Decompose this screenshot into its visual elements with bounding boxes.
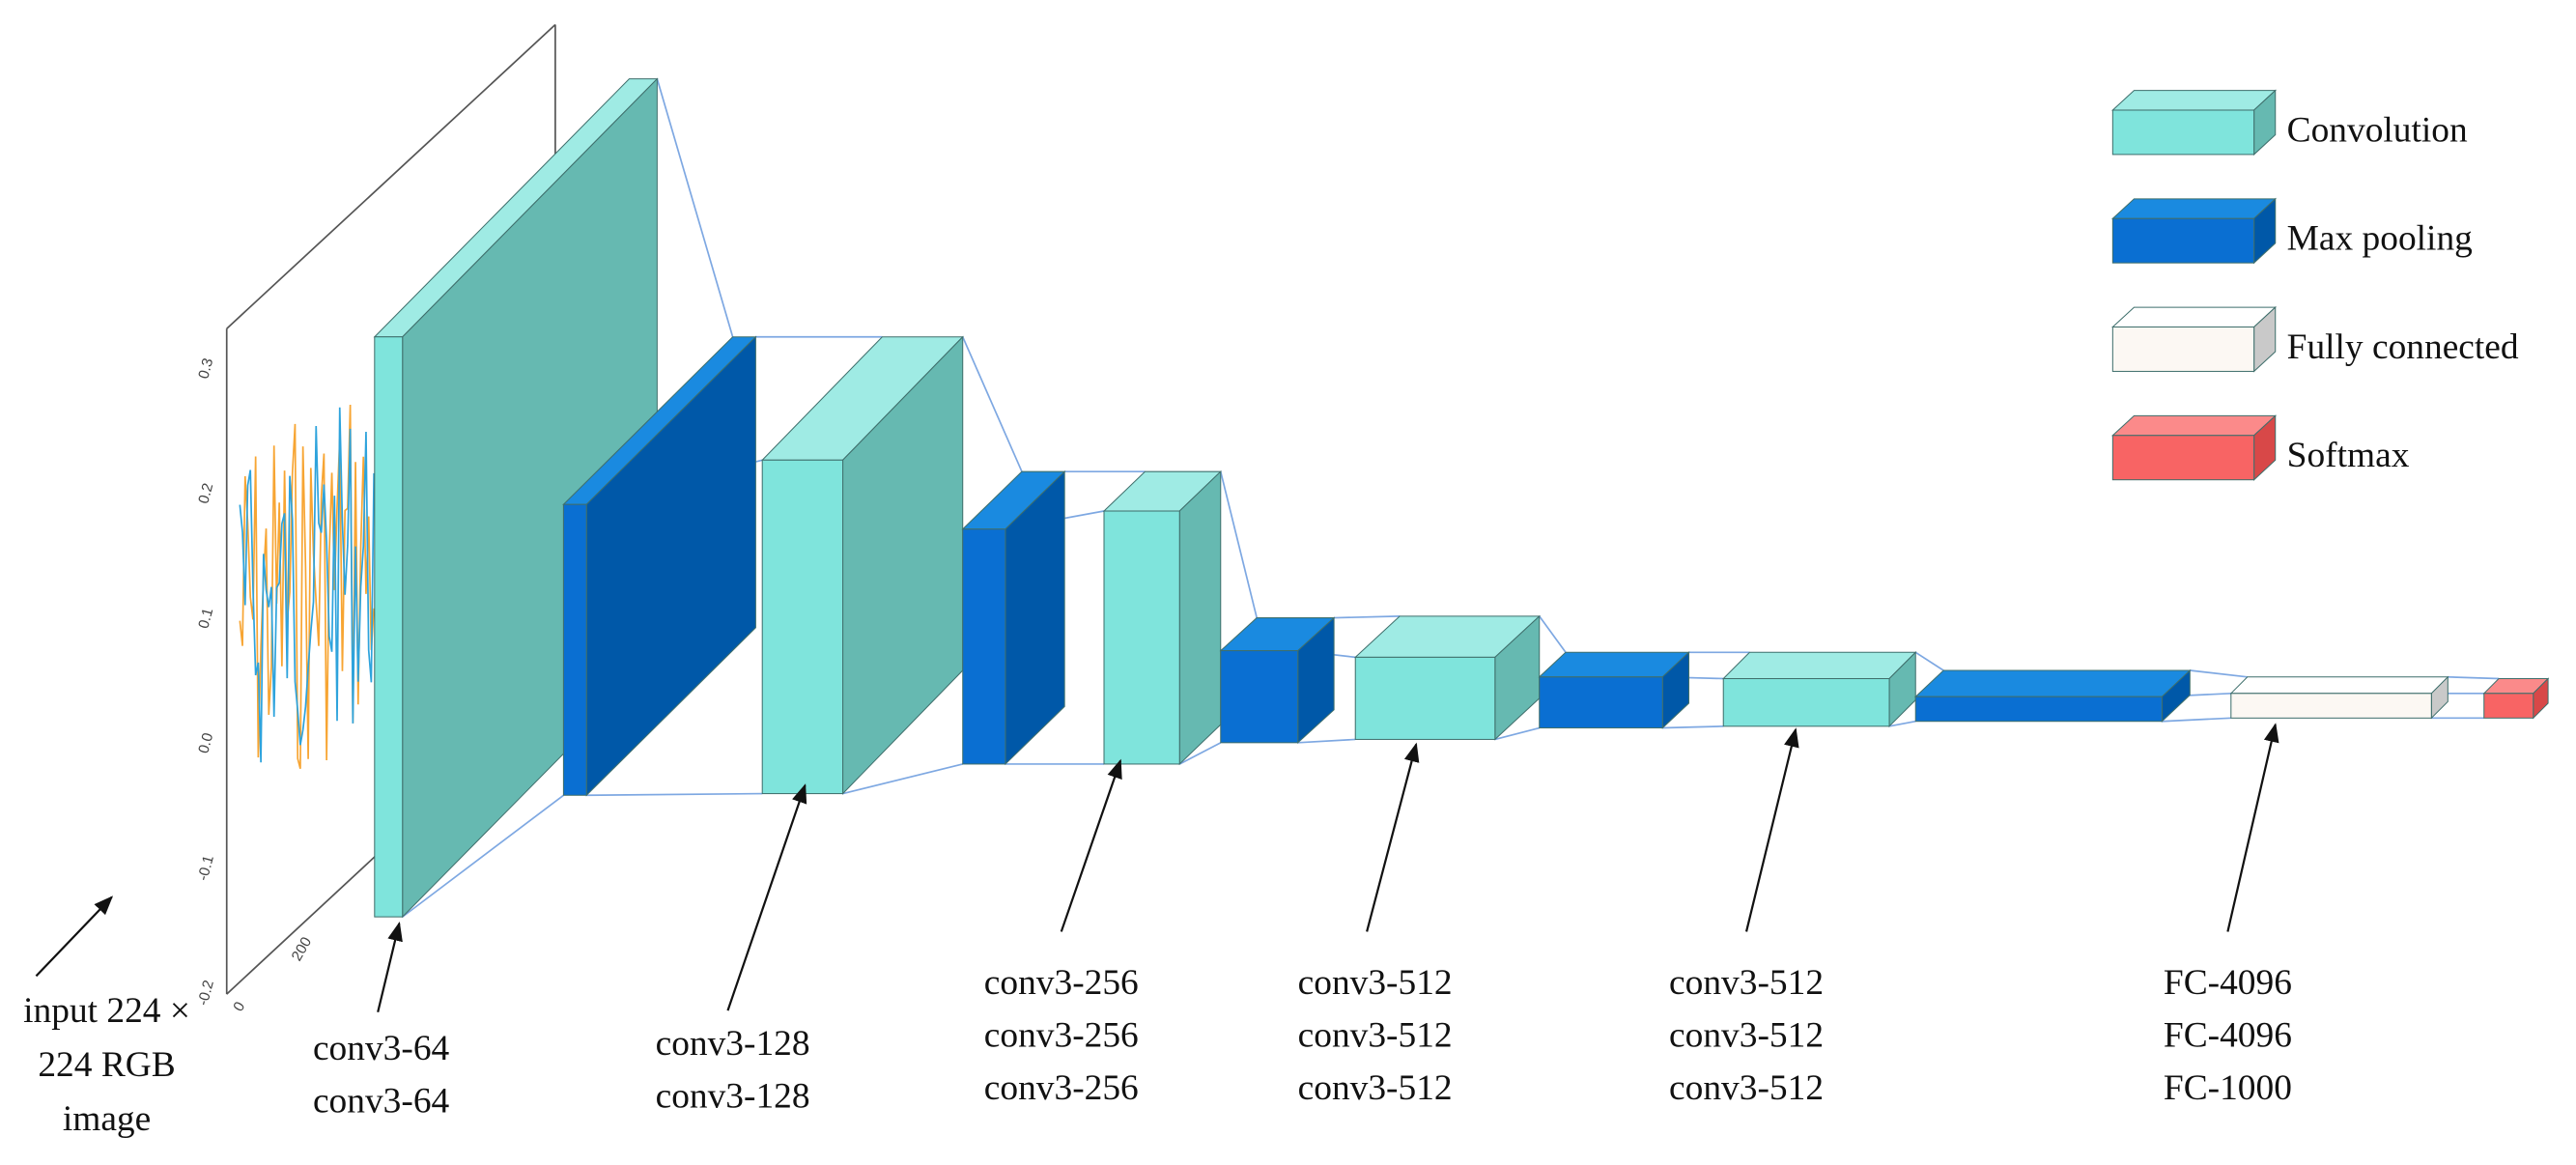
input-label: input 224 × xyxy=(23,991,190,1031)
box-front xyxy=(2111,109,2255,156)
signal-trace xyxy=(239,407,375,763)
layer-block xyxy=(1538,651,1690,729)
plot-frame xyxy=(226,23,556,329)
box-front xyxy=(1354,656,1496,740)
box-front xyxy=(1914,696,2163,723)
box-top xyxy=(2111,198,2278,219)
connection-line xyxy=(1494,726,1540,741)
layer-block xyxy=(2229,675,2449,720)
connection-line xyxy=(1297,738,1356,744)
box-front xyxy=(2111,217,2255,264)
pointer-arrow xyxy=(1060,758,1122,932)
box-front xyxy=(962,528,1006,765)
layer-block xyxy=(761,335,964,795)
layer-label: conv3-128 xyxy=(656,1076,810,1116)
connection-line xyxy=(1178,742,1222,765)
layer-block xyxy=(961,469,1066,766)
plot-y-tick: 0.2 xyxy=(195,481,216,505)
layer-label: conv3-256 xyxy=(984,1068,1139,1108)
box-front xyxy=(761,459,844,795)
plot-frame xyxy=(226,845,387,995)
connection-line xyxy=(2190,669,2248,678)
layer-block xyxy=(562,335,757,797)
layer-block xyxy=(2482,677,2550,720)
pointer-arrow xyxy=(1366,742,1420,932)
layer-label: conv3-512 xyxy=(1298,1068,1453,1108)
box-front xyxy=(374,336,404,918)
box-top xyxy=(2111,90,2278,111)
box-side xyxy=(1178,469,1222,766)
layer-label: conv3-256 xyxy=(984,963,1139,1003)
box-front xyxy=(1722,677,1890,727)
legend-swatch xyxy=(2111,305,2278,373)
layer-label: conv3-512 xyxy=(1298,963,1453,1003)
box-top xyxy=(2111,306,2278,328)
layer-label: conv3-512 xyxy=(1669,1016,1824,1056)
box-front xyxy=(2230,693,2432,719)
layer-label: conv3-128 xyxy=(656,1024,810,1064)
connection-line xyxy=(1888,720,1916,727)
connection-line xyxy=(1914,651,1944,671)
box-front xyxy=(2483,693,2534,719)
box-top xyxy=(1913,669,2192,697)
layer-label: FC-1000 xyxy=(2164,1068,2292,1108)
legend-swatch xyxy=(2111,89,2278,156)
connection-line xyxy=(961,336,1023,472)
pointer-arrow xyxy=(35,895,114,978)
box-front xyxy=(1220,650,1299,744)
plot-y-tick: -0.1 xyxy=(195,854,217,883)
connection-line xyxy=(586,792,763,797)
connection-line xyxy=(1662,725,1724,729)
layer-block xyxy=(1219,616,1336,744)
layer-label: conv3-256 xyxy=(984,1016,1139,1056)
layer-label: conv3-512 xyxy=(1669,1068,1824,1108)
plot-y-tick: 0.0 xyxy=(195,731,216,755)
box-front xyxy=(2111,435,2255,481)
box-top xyxy=(2229,676,2449,695)
box-front xyxy=(1539,676,1663,729)
layer-block xyxy=(1102,469,1223,766)
input-label: image xyxy=(63,1099,151,1139)
layer-block xyxy=(1722,651,1917,728)
box-top xyxy=(2111,414,2278,437)
legend-label: Fully connected xyxy=(2287,327,2519,367)
connection-line xyxy=(1539,615,1567,653)
layer-label: conv3-64 xyxy=(313,1029,450,1068)
layer-label: conv3-512 xyxy=(1298,1016,1453,1056)
connection-line xyxy=(2448,675,2500,680)
legend-swatch xyxy=(2111,197,2278,265)
box-front xyxy=(562,503,587,796)
pointer-arrow xyxy=(726,783,807,1011)
connections xyxy=(402,78,2500,918)
layer-block xyxy=(1913,668,2192,723)
legend-swatch xyxy=(2111,414,2278,481)
layer-label: conv3-512 xyxy=(1669,963,1824,1003)
layer-label: FC-4096 xyxy=(2164,963,2292,1003)
connection-line xyxy=(1334,615,1401,619)
legend-label: Convolution xyxy=(2287,110,2468,150)
pointer-arrow xyxy=(2226,723,2279,932)
plot-y-tick: -0.2 xyxy=(195,979,217,1008)
pointer-arrow xyxy=(1744,727,1799,932)
box-top xyxy=(1722,651,1917,680)
plot-y-tick: 0.1 xyxy=(195,607,216,631)
connection-line xyxy=(842,763,963,795)
connection-line xyxy=(656,78,734,337)
box-front xyxy=(1103,510,1180,765)
layer-block xyxy=(1353,614,1542,741)
layer-label: FC-4096 xyxy=(2164,1016,2292,1056)
legend-label: Softmax xyxy=(2287,436,2410,475)
plot-y-tick: 0.3 xyxy=(195,356,216,381)
pointer-arrow xyxy=(377,922,403,1013)
legend-label: Max pooling xyxy=(2287,219,2473,259)
connection-line xyxy=(402,794,564,918)
layer-label: conv3-64 xyxy=(313,1082,450,1122)
box-front xyxy=(2111,327,2255,372)
input-label: 224 RGB xyxy=(38,1045,175,1085)
connection-line xyxy=(1219,470,1259,618)
connection-line xyxy=(2162,717,2231,723)
